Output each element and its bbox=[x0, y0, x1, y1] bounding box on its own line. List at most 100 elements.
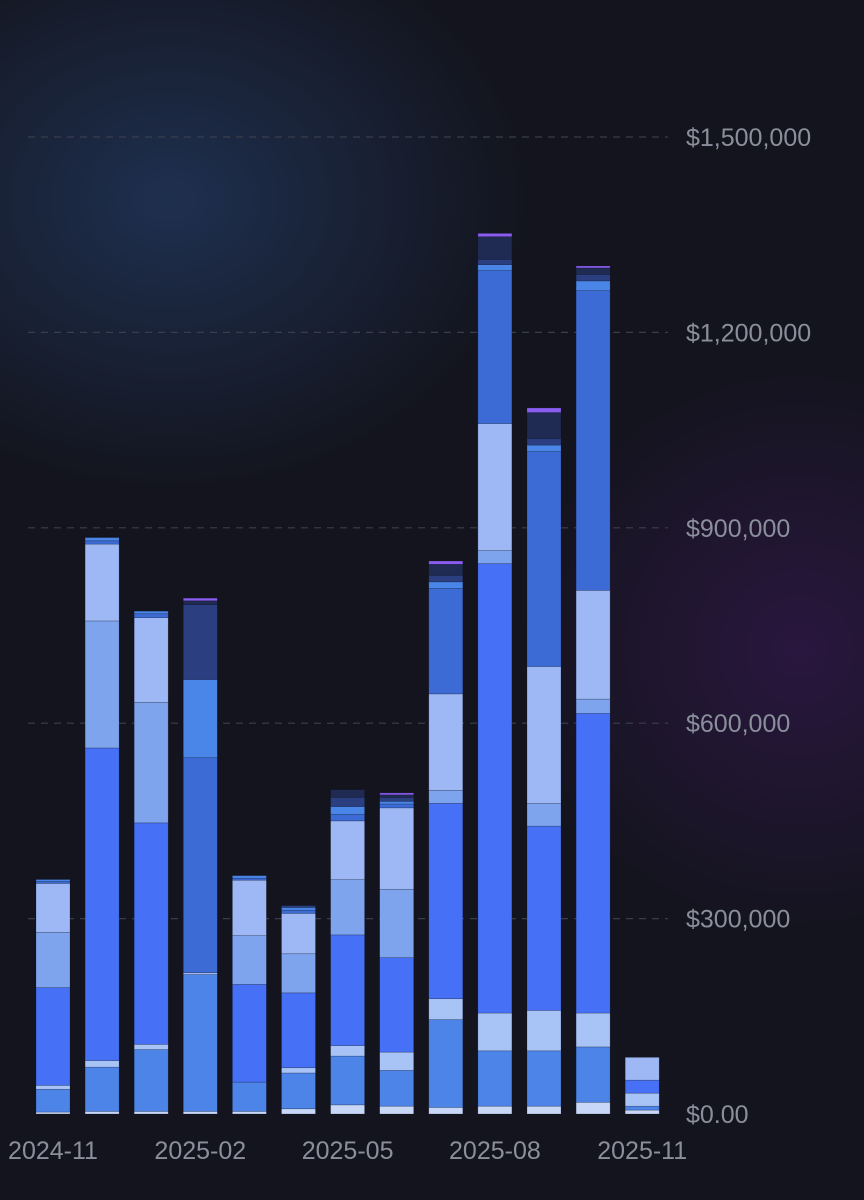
bar-stack bbox=[232, 875, 267, 1115]
bar-segment bbox=[428, 1107, 464, 1115]
bar-stack bbox=[35, 879, 71, 1115]
bar-segment bbox=[133, 822, 169, 1045]
bar-segment bbox=[477, 236, 513, 260]
bar-segment bbox=[526, 438, 562, 446]
bar-segment bbox=[330, 1104, 365, 1115]
bar-segment bbox=[35, 879, 71, 882]
y-tick-label: $0.00 bbox=[686, 1101, 749, 1129]
bar-segment bbox=[428, 998, 464, 1020]
bar-segment bbox=[428, 581, 464, 589]
bar-segment bbox=[84, 620, 120, 749]
bar-segment bbox=[133, 613, 169, 618]
bar-segment bbox=[330, 806, 365, 815]
bar-segment bbox=[379, 807, 415, 890]
bar-segment bbox=[379, 792, 415, 796]
bar-segment bbox=[575, 280, 611, 292]
bar-segment bbox=[281, 1108, 316, 1115]
bar-segment bbox=[428, 588, 464, 695]
bar-segment bbox=[477, 1012, 513, 1052]
bar-segment bbox=[624, 1109, 660, 1115]
bar-segment bbox=[330, 934, 365, 1046]
bar-segment bbox=[133, 610, 169, 615]
bar-segment bbox=[84, 747, 120, 1061]
bar-segment bbox=[232, 984, 267, 1083]
y-tick-label: $600,000 bbox=[686, 710, 790, 738]
bar-segment bbox=[379, 801, 415, 805]
bar-segment bbox=[428, 693, 464, 791]
x-tick-label: 2025-08 bbox=[449, 1137, 541, 1165]
bar-segment bbox=[183, 974, 218, 1112]
bar-segment bbox=[35, 883, 71, 933]
bar-segment bbox=[477, 264, 513, 271]
bar-stack bbox=[281, 905, 316, 1115]
bar-segment bbox=[281, 1072, 316, 1110]
bar-segment bbox=[281, 992, 316, 1069]
bar-segment bbox=[281, 953, 316, 994]
bar-segment bbox=[84, 543, 120, 622]
bar-segment bbox=[379, 803, 415, 809]
bar-segment bbox=[477, 563, 513, 1014]
bar-segment bbox=[281, 1067, 316, 1074]
bar-segment bbox=[575, 713, 611, 1014]
y-tick-label: $1,500,000 bbox=[686, 124, 811, 152]
bar-segment bbox=[575, 1012, 611, 1048]
bar-segment bbox=[84, 537, 120, 542]
bar-segment bbox=[35, 987, 71, 1086]
bar-segment bbox=[35, 1085, 71, 1090]
bar-segment bbox=[84, 540, 120, 545]
bar-segment bbox=[428, 575, 464, 583]
bar-segment bbox=[84, 1060, 120, 1068]
bar-segment bbox=[330, 820, 365, 880]
bar-segment bbox=[35, 931, 71, 988]
bar-segment bbox=[526, 444, 562, 452]
bar-segment bbox=[379, 1051, 415, 1071]
bar-segment bbox=[183, 757, 218, 973]
bar-segment bbox=[133, 1111, 169, 1115]
bar-segment bbox=[232, 1111, 267, 1115]
bar-segment bbox=[84, 1111, 120, 1115]
bar-segment bbox=[428, 789, 464, 804]
bar-segment bbox=[133, 1044, 169, 1050]
bar-stack bbox=[379, 792, 415, 1115]
bar-segment bbox=[379, 888, 415, 958]
bar-segment bbox=[379, 957, 415, 1053]
bar-segment bbox=[575, 265, 611, 269]
bar-segment bbox=[183, 1111, 218, 1115]
x-tick-label: 2025-02 bbox=[154, 1137, 246, 1165]
bar-segment bbox=[379, 794, 415, 798]
y-tick-label: $900,000 bbox=[686, 515, 790, 543]
bar-segment bbox=[330, 1055, 365, 1106]
bar-segment bbox=[624, 1105, 660, 1111]
bar-segment bbox=[477, 1050, 513, 1107]
bar-segment bbox=[526, 1105, 562, 1115]
bar-segment bbox=[183, 679, 218, 759]
bar-segment bbox=[477, 233, 513, 237]
bar-segment bbox=[428, 803, 464, 1000]
bar-segment bbox=[428, 1019, 464, 1108]
bar-segment bbox=[624, 1092, 660, 1107]
bar-segment bbox=[526, 1010, 562, 1052]
bar-stack bbox=[183, 597, 218, 1115]
bar-segment bbox=[330, 1045, 365, 1057]
y-tick-label: $300,000 bbox=[686, 906, 790, 934]
bar-segment bbox=[526, 412, 562, 439]
bar-segment bbox=[477, 423, 513, 551]
bar-segment bbox=[526, 407, 562, 413]
bar-segment bbox=[477, 270, 513, 424]
bar-segment bbox=[232, 935, 267, 985]
bar-segment bbox=[379, 1105, 415, 1115]
bar-segment bbox=[330, 879, 365, 936]
bar-stack bbox=[330, 789, 365, 1115]
bar-segment bbox=[183, 597, 218, 602]
bar-segment bbox=[526, 803, 562, 827]
bar-stack bbox=[526, 407, 562, 1115]
bar-segment bbox=[526, 451, 562, 667]
bar-segment bbox=[133, 1049, 169, 1112]
bar-segment bbox=[575, 1046, 611, 1103]
bar-segment bbox=[281, 905, 316, 908]
bar-segment bbox=[232, 1081, 267, 1112]
bar-stack bbox=[624, 1057, 660, 1115]
x-axis-tick-labels: 2024-11 2025-02 2025-05 2025-08 2025-11 bbox=[8, 1137, 687, 1165]
bar-segment bbox=[477, 550, 513, 564]
